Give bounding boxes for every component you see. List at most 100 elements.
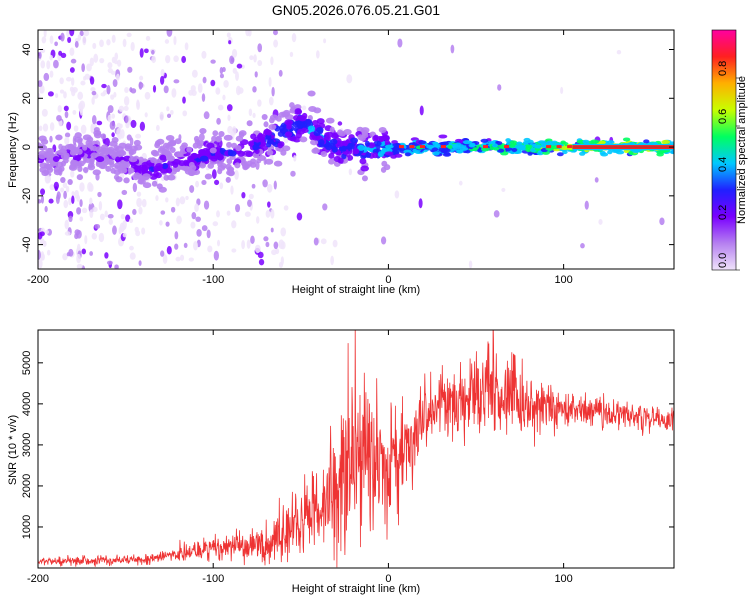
spectrogram-noise-point [268, 76, 272, 87]
spectrogram-noise-point [79, 100, 86, 110]
spectrogram-ridge-point [158, 186, 167, 193]
spectrogram-noise-point [138, 206, 143, 215]
spectrogram-ridge-point [115, 176, 123, 183]
spectrogram-noise-point [91, 96, 95, 105]
snr-frame [37, 329, 675, 569]
spectrogram-noise-point [171, 88, 177, 98]
spectrogram-noise-point [254, 71, 258, 78]
spectrogram-ridge-peak [409, 145, 415, 149]
spectrogram-ridge-point [70, 159, 79, 166]
spectrogram-ridge-point [384, 139, 390, 146]
spectrogram-noise-point [67, 36, 72, 44]
spectrogram-noise-point [244, 211, 251, 218]
spectrogram-ridge-point [273, 160, 283, 167]
spectrogram-ridge-point [329, 126, 335, 133]
spectrogram-noise-point [127, 66, 133, 73]
spectrogram-noise-point [91, 232, 97, 240]
spectrogram-ridge-point [242, 164, 249, 171]
spectrogram-noise-point [179, 196, 186, 205]
spectrogram-plot-area [38, 30, 674, 269]
spectrogram-noise-point [226, 210, 231, 216]
spectrogram-noise-point [81, 63, 85, 73]
spectrogram-ridge-point [403, 149, 412, 154]
colorbar-gradient [712, 30, 736, 270]
spectrogram-noise-point [169, 109, 174, 115]
spectrogram-noise-point [227, 114, 231, 121]
spectrogram-ridge-point [38, 153, 47, 160]
spectrogram-ridge-point [151, 180, 158, 187]
spectrogram-ridge-point [284, 131, 293, 138]
spectrogram-noise-point [91, 90, 97, 96]
spectrogram-noise-point [99, 39, 104, 48]
spectrogram-noise-point [268, 96, 274, 106]
spectrogram-ridge-point [431, 147, 439, 152]
spectrogram-noise-point [141, 227, 146, 235]
spectrogram-ridge-point [216, 154, 224, 161]
spectrogram-ridge-peak [567, 145, 573, 149]
spectrogram-noise-point [194, 203, 199, 213]
spectrogram-noise-point [594, 177, 599, 183]
spectrogram-ridge-point [153, 165, 162, 172]
spectrogram-noise-point [92, 206, 98, 212]
spectrogram-ridge-point [360, 165, 369, 172]
spectrogram-ridge-point [279, 125, 285, 132]
spectrogram-noise-point [74, 41, 79, 48]
spectrogram-noise-point [271, 86, 275, 97]
spectrogram-ridge-point [318, 139, 325, 146]
spectrogram-ridge-point [261, 113, 268, 120]
spectrogram-noise-point [107, 105, 114, 114]
spectrogram-noise-point [293, 155, 297, 162]
spectrogram-noise-point [42, 240, 47, 247]
spectrogram-noise-point [90, 87, 96, 92]
spectrogram-ridge-point [133, 172, 141, 179]
spectrogram-ridge-point [313, 147, 319, 154]
spectrogram-ridge-point [91, 145, 98, 152]
spectrogram-noise-point [74, 189, 79, 199]
spectrogram-noise-point [44, 205, 48, 213]
spectrogram-ridge-point [150, 157, 156, 164]
spectrogram-noise-point [497, 84, 502, 91]
spectrogram-noise-point [55, 93, 59, 99]
spectrogram-ridge-point [399, 147, 405, 152]
spectrogram-noise-point [501, 187, 506, 193]
spectrogram-noise-point [188, 257, 194, 262]
spectrogram-noise-point [280, 227, 287, 237]
spectrogram-noise-point [135, 230, 141, 237]
spectrogram-ridge-point [89, 156, 95, 163]
spectrogram-ridge-point [275, 115, 282, 122]
spectrogram-noise-point [107, 214, 114, 219]
spectrogram-noise-point [195, 180, 199, 188]
snr-series-line [38, 330, 674, 568]
spectrogram-ridge-point [69, 149, 77, 156]
spectrogram-y-tick-label: 40 [21, 43, 33, 55]
spectrogram-ridge-point [166, 174, 176, 181]
spectrogram-ridge-point [307, 90, 316, 97]
snr-y-tick-label: 2000 [21, 474, 33, 498]
spectrogram-ridge-point [456, 149, 464, 154]
spectrogram-ridge-point [579, 151, 586, 156]
spectrogram-noise-point [46, 249, 51, 256]
spectrogram-noise-point [58, 50, 63, 56]
spectrogram-noise-point [262, 179, 268, 188]
spectrogram-noise-point [120, 224, 126, 231]
spectrogram-ridge-point [141, 164, 148, 171]
spectrogram-ridge-point [438, 134, 448, 139]
spectrogram-ridge-point [52, 155, 60, 162]
spectrogram-ridge-point [293, 114, 300, 121]
spectrogram-noise-point [53, 181, 59, 190]
spectrogram-noise-point [155, 195, 159, 201]
spectrogram-noise-point [65, 76, 72, 82]
spectrogram-noise-point [49, 184, 55, 191]
spectrogram-ridge-point [226, 166, 235, 173]
spectrogram-noise-point [144, 112, 148, 118]
spectrogram-noise-point [198, 133, 205, 141]
spectrogram-noise-point [173, 79, 180, 84]
spectrogram-noise-point [249, 55, 254, 61]
spectrogram-noise-point [173, 35, 177, 46]
spectrogram-noise-point [151, 49, 155, 55]
spectrogram-noise-point [77, 91, 84, 100]
spectrogram-noise-point [159, 220, 163, 226]
spectrogram-noise-point [254, 244, 261, 254]
spectrogram-ridge-point [133, 139, 141, 146]
